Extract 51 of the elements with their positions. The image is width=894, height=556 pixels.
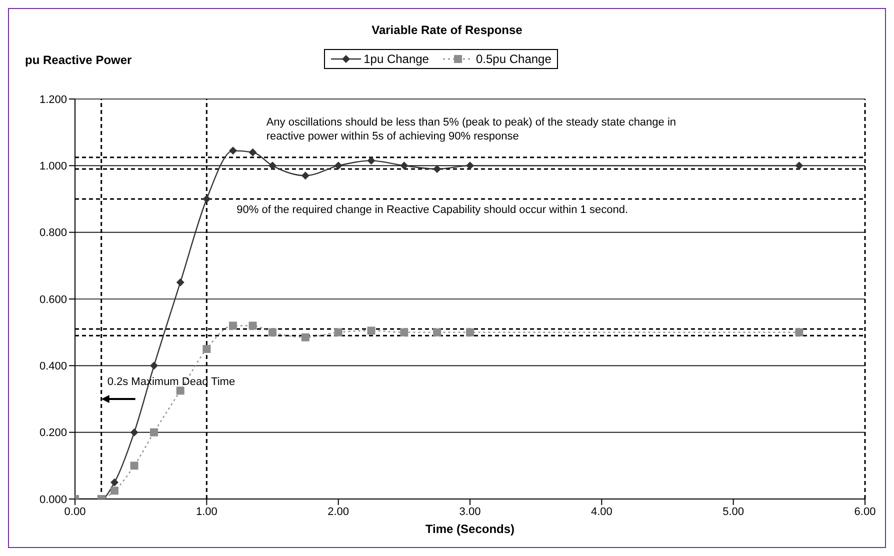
point <box>130 428 138 436</box>
y-tick-label: 0.200 <box>39 427 67 440</box>
point <box>229 146 237 155</box>
x-axis-title: Time (Seconds) <box>425 522 515 536</box>
point <box>150 428 158 436</box>
point <box>248 148 257 156</box>
point <box>334 328 342 336</box>
point <box>268 162 276 170</box>
point <box>176 278 184 286</box>
y-tick-label: 0.000 <box>39 494 67 506</box>
point <box>433 165 442 173</box>
point <box>795 328 804 336</box>
point <box>367 156 376 165</box>
x-tick-label: 5.00 <box>722 506 744 518</box>
point <box>334 162 342 170</box>
legend-label: 0.5pu Change <box>476 52 552 66</box>
x-tick-label: 2.00 <box>328 506 350 518</box>
point <box>301 172 310 180</box>
x-tick-label: 1.00 <box>196 506 218 518</box>
point <box>400 328 408 336</box>
y-tick-label: 0.400 <box>39 360 67 373</box>
point <box>150 362 158 370</box>
x-tick-label: 0.00 <box>64 506 86 518</box>
point <box>433 328 442 336</box>
y-tick-label: 0.800 <box>39 227 67 240</box>
point <box>795 162 804 170</box>
annotation: Any oscillations should be less than 5% (peak to peak) of the steady state change in reactive power within 5s of achieving 90% response <box>266 116 676 142</box>
point <box>367 326 376 335</box>
point <box>466 328 474 336</box>
point <box>466 162 474 170</box>
point <box>130 462 138 470</box>
y-tick-label: 1.200 <box>39 94 67 106</box>
y-axis-title: pu Reactive Power <box>25 53 132 67</box>
point <box>268 328 276 336</box>
x-tick-label: 6.00 <box>854 506 876 518</box>
point <box>202 195 211 203</box>
annotation: 90% of the required change in Reactive Capability should occur within 1 second. <box>236 204 628 216</box>
point <box>400 162 408 170</box>
x-tick-label: 3.00 <box>459 506 481 518</box>
point <box>110 486 118 495</box>
y-tick-label: 0.600 <box>39 294 67 306</box>
point <box>110 478 118 486</box>
point <box>229 322 237 330</box>
point <box>176 386 184 395</box>
point <box>248 322 257 330</box>
x-tick-label: 4.00 <box>590 506 612 518</box>
chart-title: Variable Rate of Response <box>370 23 524 37</box>
legend-label: 1pu Change <box>364 52 429 66</box>
y-tick-label: 1.000 <box>39 160 67 173</box>
point <box>301 333 310 342</box>
point <box>202 345 211 353</box>
